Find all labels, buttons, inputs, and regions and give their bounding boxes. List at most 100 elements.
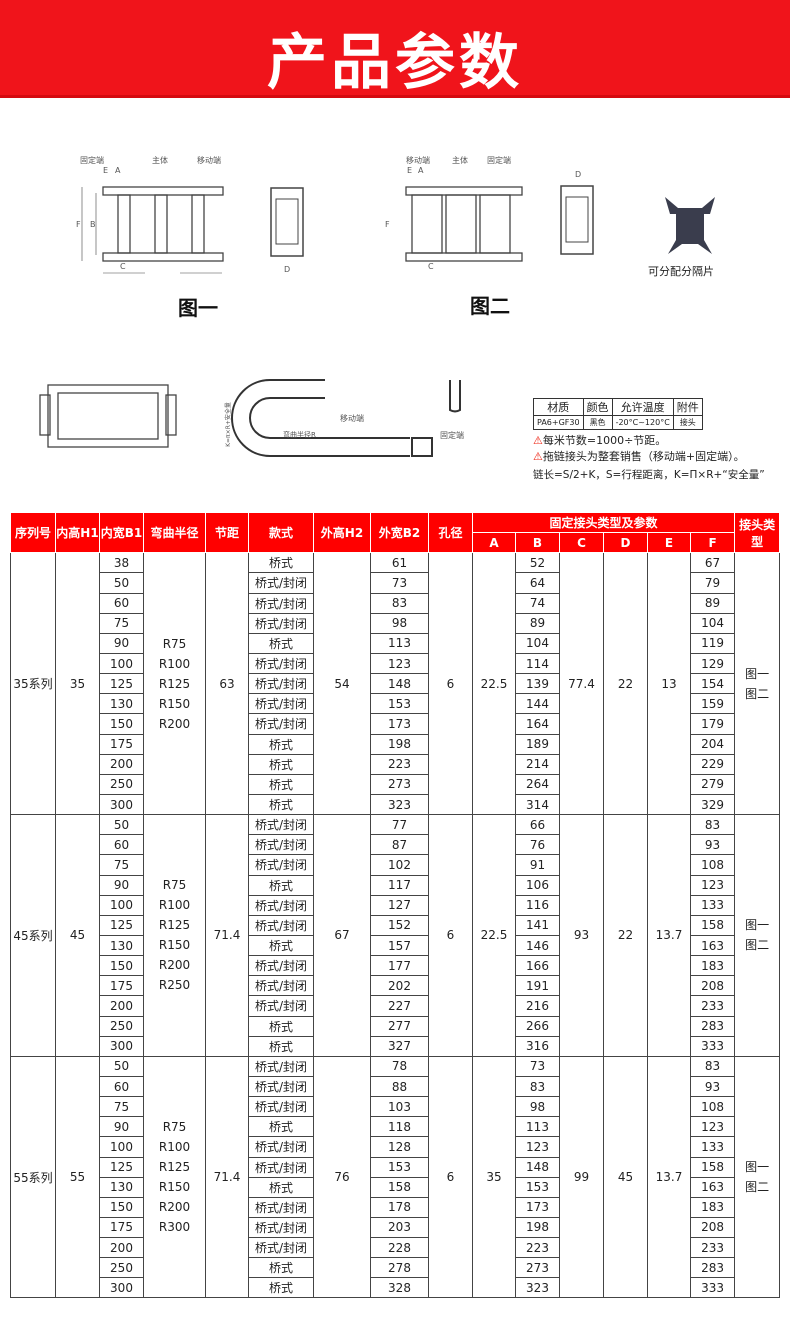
note-text: 每米节数=1000÷节距。: [542, 434, 667, 447]
param-f-cell: 333: [689, 1035, 736, 1057]
column-header: 节距: [205, 511, 249, 554]
series-cell: 35系列: [10, 552, 56, 816]
table-row: 300 桥式 327 316 333: [11, 1035, 780, 1057]
param-b-cell: 116: [515, 894, 560, 916]
param-b-cell: 64: [515, 572, 560, 594]
table-row: 200 桥式/封闭 227 216 233: [11, 995, 780, 1017]
style-cell: 桥式: [248, 1257, 314, 1279]
fig2-dim-a: A: [418, 166, 424, 175]
outer-width-cell: 158: [370, 1176, 429, 1198]
param-b-cell: 266: [515, 1015, 560, 1037]
inner-width-cell: 50: [99, 1055, 144, 1077]
sub-header-d: D: [603, 532, 648, 554]
fig2-moving-end-label: 移动端: [406, 156, 430, 165]
spec-temperature: -20°C~120°C: [611, 415, 674, 430]
style-cell: 桥式/封闭: [248, 814, 314, 836]
table-row: 35系列 35 38 R75 R100 R125 R150 R200 63 桥式 54 61 6 22.5…: [10, 552, 781, 816]
param-b-cell: 191: [515, 975, 560, 997]
param-f-cell: 89: [689, 592, 736, 614]
outer-width-cell: 87: [370, 834, 429, 856]
param-f-cell: 159: [689, 693, 736, 715]
table-row: 175 桥式/封闭 202 191 208: [11, 975, 780, 997]
param-b-cell: 144: [515, 693, 560, 715]
table-row: 60 桥式/封闭 83 74 89: [11, 592, 780, 614]
spec-table: 材质 颜色 允许温度 附件 PA6+GF30 黑色 -20°C~120°C 接头: [533, 398, 703, 430]
spec-color: 黑色: [582, 415, 613, 430]
series-cell: 55系列: [10, 1055, 56, 1299]
inner-width-cell: 300: [99, 1035, 144, 1057]
bend-radius-cell-value: R75: [162, 878, 187, 893]
param-b-cell: 148: [515, 1156, 560, 1178]
fig1-moving-end-label: 移动端: [197, 156, 221, 165]
pitch-cell: 71.4: [205, 814, 249, 1057]
bend-radius-cell-value: R150: [158, 938, 191, 953]
table-row: 60 桥式/封闭 87 76 93: [11, 834, 780, 856]
param-b-cell: 314: [515, 793, 560, 816]
inner-width-cell: 75: [99, 1096, 144, 1118]
separator-image: [665, 197, 715, 254]
param-f-cell: 183: [689, 955, 736, 977]
style-cell: 桥式: [248, 632, 314, 654]
style-cell: 桥式/封闭: [248, 1237, 314, 1259]
style-cell: 桥式/封闭: [248, 1136, 314, 1158]
param-b-cell: 166: [515, 955, 560, 977]
inner-width-cell: 130: [99, 1176, 144, 1198]
inner-width-cell: 75: [99, 854, 144, 876]
style-cell: 桥式: [248, 1277, 314, 1299]
outer-width-cell: 277: [370, 1015, 429, 1037]
table-row: 130 桥式/封闭 153 144 159: [11, 693, 780, 715]
outer-width-cell: 88: [370, 1075, 429, 1098]
param-f-cell: 233: [689, 995, 736, 1017]
param-f-cell: 329: [689, 793, 736, 816]
style-cell: 桥式: [248, 1015, 314, 1037]
param-e-cell: 13.7: [647, 1055, 691, 1299]
param-c-cell: 93: [559, 814, 604, 1057]
table-row: 50 桥式/封闭 73 64 79: [11, 572, 780, 594]
fig1-dim-b: B: [90, 220, 96, 229]
param-f-cell: 83: [689, 814, 736, 836]
bend-radius-cell-value: R300: [158, 1220, 191, 1235]
param-f-cell: 67: [689, 552, 736, 574]
inner-width-cell: 60: [99, 1075, 144, 1098]
warning-icon: ⚠: [533, 434, 543, 447]
param-b-cell: 66: [515, 814, 560, 836]
param-f-cell: 163: [689, 1176, 736, 1198]
bend-radius-cell-value: R200: [158, 1200, 191, 1215]
outer-width-cell: 128: [370, 1136, 429, 1158]
bend-radius-cell-value: R150: [158, 1180, 191, 1195]
param-b-cell: 106: [515, 874, 560, 896]
bend-radius-cell-value: R75: [162, 1120, 187, 1135]
bend-radius-cell-value: R125: [158, 676, 191, 691]
table-row: 60 桥式/封闭 88 83 93: [11, 1075, 780, 1098]
style-cell: 桥式/封闭: [248, 955, 314, 977]
column-header: 内宽B1: [99, 511, 144, 554]
style-cell: 桥式: [248, 874, 314, 896]
table-row: 200 桥式/封闭 228 223 233: [11, 1237, 780, 1259]
bend-radius-cell: R75 R100 R125 R150 R200 R300: [143, 1055, 206, 1299]
outer-height-cell: 76: [313, 1055, 371, 1299]
param-f-cell: 163: [689, 934, 736, 957]
style-cell: 桥式/封闭: [248, 1075, 314, 1098]
param-b-cell: 189: [515, 733, 560, 755]
spec-material: PA6+GF30: [533, 415, 584, 430]
inner-width-cell: 100: [99, 894, 144, 916]
style-cell: 桥式/封闭: [248, 834, 314, 856]
parameter-table: 序列号 内高H1 内宽B1 弯曲半径 节距 款式 外高H2 外宽B2 孔径 固定接头类型及参数 接头…: [10, 511, 781, 1299]
param-b-cell: 74: [515, 592, 560, 614]
fig1-caption: 图一: [178, 296, 218, 320]
table-row: 200 桥式 223 214 229: [11, 753, 780, 775]
table-row: 125 桥式/封闭 152 141 158: [11, 914, 780, 936]
style-cell: 桥式/封闭: [248, 693, 314, 715]
fig2-end-view: [560, 185, 594, 255]
column-header: 内高H1: [55, 511, 100, 554]
note-3: 链长=S/2+K，S=行程距离，K=Π×R+“安全量”: [533, 469, 765, 481]
column-header: 孔径: [428, 511, 473, 554]
param-f-cell: 204: [689, 733, 736, 755]
param-b-cell: 89: [515, 612, 560, 634]
style-cell: 桥式/封闭: [248, 713, 314, 735]
style-cell: 桥式: [248, 552, 314, 574]
param-b-cell: 139: [515, 673, 560, 695]
fig1-end-view: [270, 187, 304, 257]
style-cell: 桥式: [248, 1035, 314, 1057]
inner-width-cell: 175: [99, 975, 144, 997]
